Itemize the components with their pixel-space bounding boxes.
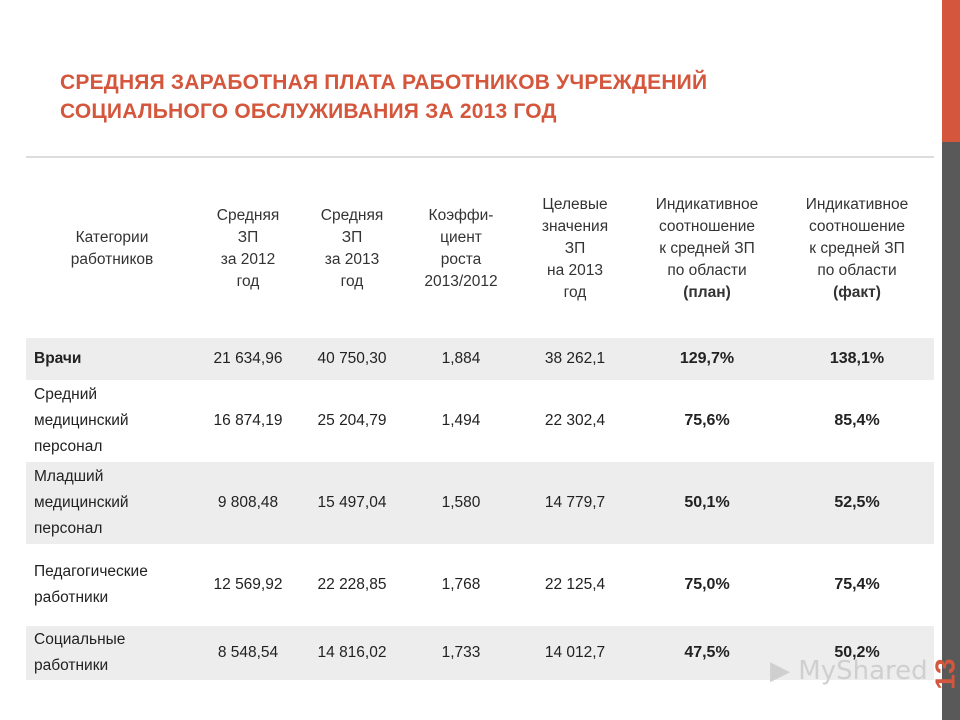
cell-target: 22 125,4 — [544, 576, 606, 593]
title-divider — [26, 156, 934, 158]
cell-plan: 47,5% — [634, 626, 780, 680]
page-title: СРЕДНЯЯ ЗАРАБОТНАЯ ПЛАТА РАБОТНИКОВ УЧРЕ… — [60, 68, 880, 126]
cell-fact: 75,4% — [834, 576, 880, 593]
row-category: Социальные работники — [26, 626, 198, 680]
header-zp-2012: Средняя ЗП за 2012 год — [216, 207, 280, 290]
cell-plan: 129,7% — [634, 338, 780, 380]
cell-target: 22 302,4 — [544, 412, 606, 429]
table-row: Младший медицинский персонал 9 808,48 15… — [26, 462, 934, 544]
cell-target: 14 012,7 — [516, 626, 634, 680]
table-row: Средний медицинский персонал 16 874,19 2… — [26, 380, 934, 462]
cell-plan: 75,0% — [684, 576, 730, 593]
cell-plan: 50,1% — [634, 462, 780, 544]
cell-zp-2013: 40 750,30 — [298, 338, 406, 380]
header-indicative-plan: Индикативное соотношение к средней ЗП по о… — [655, 196, 759, 301]
row-category: Врачи — [26, 338, 198, 380]
table-header-row: Категории работников Средняя ЗП за 2012 го… — [26, 160, 934, 338]
page-number: 13 — [930, 658, 960, 690]
cell-target: 38 262,1 — [516, 338, 634, 380]
cell-fact: 52,5% — [780, 462, 934, 544]
header-growth-coefficient: Коэффи-циент роста 2013/2012 — [424, 207, 498, 290]
cell-zp-2012: 21 634,96 — [198, 338, 298, 380]
salary-table: Категории работников Средняя ЗП за 2012 го… — [26, 160, 934, 680]
cell-zp-2012: 9 808,48 — [198, 462, 298, 544]
page-title-line-2: СОЦИАЛЬНОГО ОБСЛУЖИВАНИЯ ЗА 2013 ГОД — [60, 100, 557, 123]
cell-zp-2013: 22 228,85 — [317, 576, 387, 593]
page-title-line-1: СРЕДНЯЯ ЗАРАБОТНАЯ ПЛАТА РАБОТНИКОВ УЧРЕ… — [60, 71, 708, 94]
header-zp-2013: Средняя ЗП за 2013 год — [320, 207, 384, 290]
cell-zp-2012: 16 874,19 — [213, 412, 283, 429]
watermark-logo: ▶ MyShared — [770, 656, 928, 686]
cell-coef: 1,580 — [406, 462, 516, 544]
cell-coef: 1,494 — [441, 412, 481, 429]
side-dark-strip — [942, 142, 960, 720]
row-category: Младший медицинский персонал — [26, 462, 198, 544]
cell-zp-2012: 8 548,54 — [198, 626, 298, 680]
header-target-values: Целевые значения ЗП на 2013 год — [541, 196, 609, 301]
header-category: Категории работников — [70, 229, 154, 268]
header-indicative-fact: Индикативное соотношение к средней ЗП по о… — [805, 196, 909, 301]
cell-coef: 1,768 — [441, 576, 481, 593]
row-category: Педагогические работники — [34, 563, 148, 606]
row-category: Средний медицинский персонал — [34, 386, 129, 455]
cell-fact: 85,4% — [834, 412, 880, 429]
cell-zp-2013: 14 816,02 — [298, 626, 406, 680]
side-accent-strip — [942, 0, 960, 142]
table-row: Врачи 21 634,96 40 750,30 1,884 38 262,1… — [26, 338, 934, 380]
cell-zp-2013: 25 204,79 — [317, 412, 387, 429]
table-row: Социальные работники 8 548,54 14 816,02 … — [26, 626, 934, 680]
cell-fact: 138,1% — [780, 338, 934, 380]
cell-zp-2013: 15 497,04 — [298, 462, 406, 544]
table-row: Педагогические работники 12 569,92 22 22… — [26, 544, 934, 626]
cell-fact: 50,2% — [780, 626, 934, 680]
cell-coef: 1,733 — [406, 626, 516, 680]
cell-zp-2012: 12 569,92 — [213, 576, 283, 593]
cell-plan: 75,6% — [684, 412, 730, 429]
cell-target: 14 779,7 — [516, 462, 634, 544]
cell-coef: 1,884 — [406, 338, 516, 380]
